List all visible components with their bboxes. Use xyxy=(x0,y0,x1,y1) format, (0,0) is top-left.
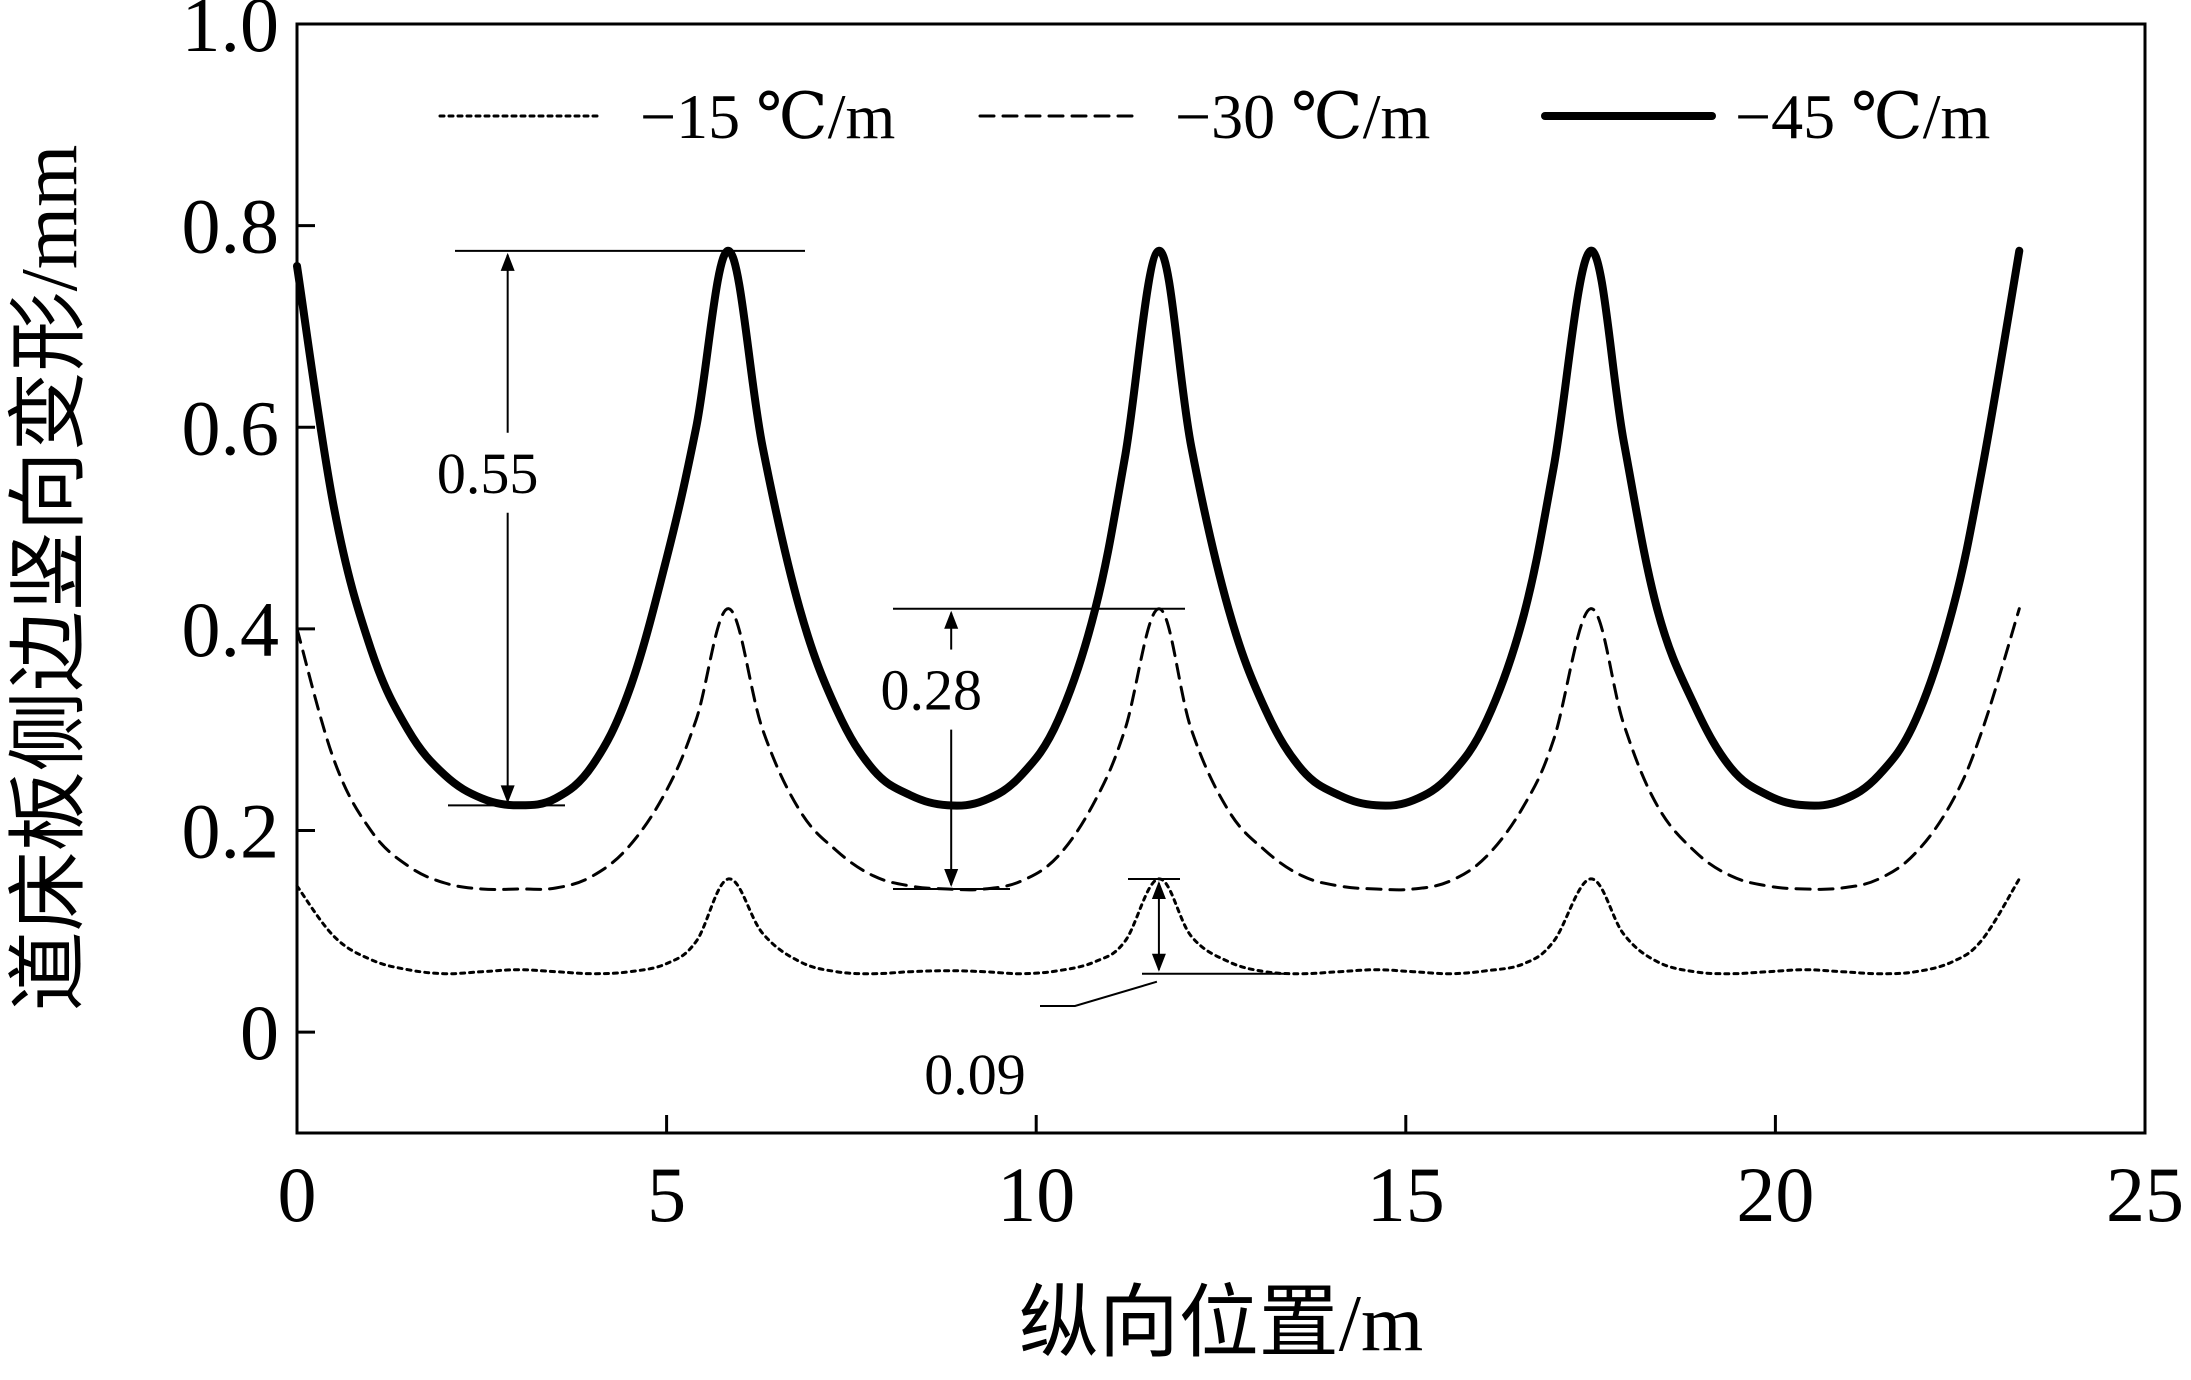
annotation-arrowhead xyxy=(944,610,959,629)
annotation-arrowhead xyxy=(500,252,515,271)
y-tick-label: 0.4 xyxy=(182,586,280,673)
y-tick-label: 0.2 xyxy=(182,788,280,875)
legend-label-2: −30 ℃/m xyxy=(1175,81,1430,152)
plot-frame xyxy=(295,22,2147,1135)
series-line-3 xyxy=(293,246,2024,810)
x-tick-label: 15 xyxy=(1367,1151,1445,1238)
y-tick-label: 0 xyxy=(240,989,279,1076)
y-tick-label: 0.6 xyxy=(182,384,280,471)
x-tick-label: 5 xyxy=(647,1151,686,1238)
x-tick-label: 10 xyxy=(997,1151,1075,1238)
axis-ticks: 0 5 10 15 20 25 0 0.2 0.4 0.6 0.8 1.0 xyxy=(182,0,2185,1238)
legend-label-3: −45 ℃/m xyxy=(1735,81,1990,152)
series-layer xyxy=(293,246,2024,976)
y-axis-title: 道床板侧边竖向变形/mm xyxy=(6,145,94,1012)
x-tick-label: 25 xyxy=(2106,1151,2184,1238)
x-tick-label: 0 xyxy=(278,1151,317,1238)
annotation-label: 0.09 xyxy=(924,1042,1026,1107)
annotation-arrowhead xyxy=(944,869,959,888)
annotation-leader-line xyxy=(1040,980,1158,1007)
series-line-2 xyxy=(295,607,2021,892)
x-tick-label: 20 xyxy=(1736,1151,1814,1238)
y-tick-label: 0.8 xyxy=(182,183,280,270)
legend-label-1: −15 ℃/m xyxy=(640,81,895,152)
annotation-label: 0.28 xyxy=(880,658,982,723)
annotation-label: 0.55 xyxy=(437,441,539,506)
legend: −15 ℃/m −30 ℃/m −45 ℃/m xyxy=(438,81,1990,152)
annotation-arrowhead xyxy=(1151,880,1166,899)
annotation-layer: 0.55 0.28 0.09 xyxy=(437,249,1290,1107)
y-tick-label: 1.0 xyxy=(182,0,280,68)
annotation-arrowhead xyxy=(500,785,515,804)
annotation-arrowhead xyxy=(1151,953,1166,972)
x-axis-title: 纵向位置/m xyxy=(1019,1280,1423,1368)
